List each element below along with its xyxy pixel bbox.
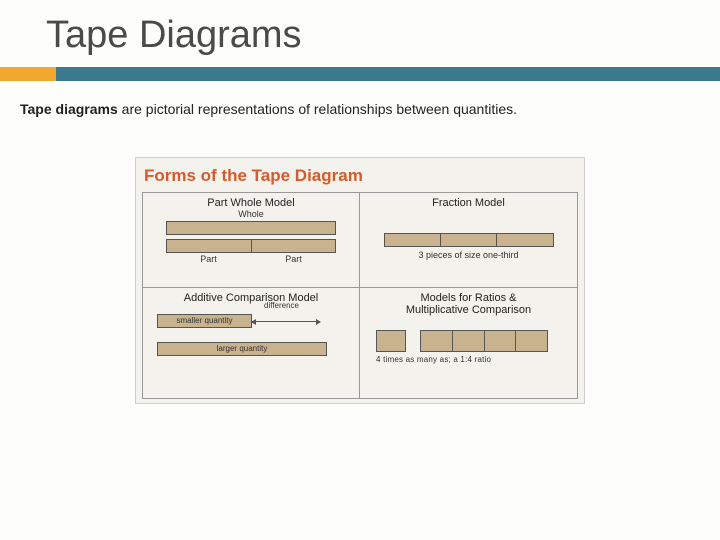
bar-ratio-four (420, 330, 548, 352)
additive-heading: Additive Comparison Model (149, 292, 353, 304)
label-larger: larger quantity (158, 344, 326, 353)
bar-whole (166, 221, 336, 235)
bar-parts (166, 239, 336, 253)
subtitle-bold: Tape diagrams (20, 101, 118, 117)
bar-larger: larger quantity (157, 342, 327, 356)
accent-left (0, 67, 56, 81)
fraction-heading: Fraction Model (366, 197, 571, 209)
part-whole-heading: Part Whole Model (149, 197, 353, 209)
ratio-caption: 4 times as many as; a 1:4 ratio (376, 355, 571, 364)
difference-arrow (252, 314, 320, 328)
part-labels: Part Part (166, 254, 336, 264)
bar-ratio-one (376, 330, 406, 352)
bar-fraction (384, 233, 554, 247)
subtitle: Tape diagrams are pictorial representati… (0, 81, 720, 117)
fraction-caption: 3 pieces of size one-third (366, 250, 571, 260)
label-whole: Whole (149, 209, 353, 219)
label-part-a: Part (166, 254, 251, 264)
label-smaller: smaller quantity (158, 316, 251, 325)
quadrant-ratio: Models for Ratios & Multiplicative Compa… (360, 288, 577, 398)
quadrant-fraction: Fraction Model 3 pieces of size one-thir… (360, 193, 577, 288)
quadrant-additive: Additive Comparison Model smaller quanti… (143, 288, 360, 398)
ratio-heading-2: Multiplicative Comparison (366, 304, 571, 316)
label-part-b: Part (251, 254, 336, 264)
label-difference: difference (264, 301, 299, 310)
ratio-bars (376, 330, 571, 352)
ratio-heading-1: Models for Ratios & (366, 292, 571, 304)
panel-title: Forms of the Tape Diagram (142, 164, 578, 192)
accent-bar (0, 67, 720, 81)
page-title: Tape Diagrams (0, 0, 720, 67)
bar-smaller: smaller quantity (157, 314, 252, 328)
quadrant-part-whole: Part Whole Model Whole Part Part (143, 193, 360, 288)
subtitle-rest: are pictorial representations of relatio… (118, 101, 517, 117)
accent-right (56, 67, 720, 81)
diagram-grid: Part Whole Model Whole Part Part Fractio… (142, 192, 578, 399)
diagram-panel: Forms of the Tape Diagram Part Whole Mod… (135, 157, 585, 404)
